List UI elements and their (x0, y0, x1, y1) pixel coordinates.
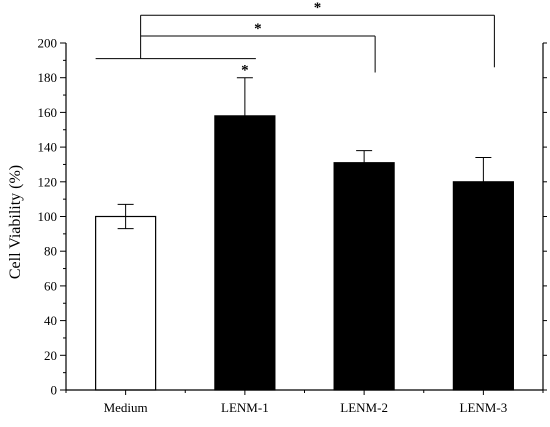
x-tick-label-lenm-3: LENM-3 (460, 400, 508, 415)
y-tick-label-200: 200 (38, 36, 58, 51)
y-tick-label-100: 100 (38, 209, 58, 224)
bars-layer (95, 115, 514, 391)
y-axis-title: Cell Viability (%) (7, 165, 24, 279)
x-tick-label-lenm-1: LENM-1 (221, 400, 269, 415)
x-tick-label-medium: Medium (104, 400, 148, 415)
bar-medium (95, 215, 157, 391)
x-tick-label-lenm-2: LENM-2 (340, 400, 388, 415)
y-tick-label-80: 80 (44, 244, 57, 259)
y-tick-label-120: 120 (38, 174, 58, 189)
bracket-star-lenm-2: * (254, 21, 262, 37)
bar-lenm-1 (214, 115, 276, 391)
axes-layer: 0 20 40 60 80 100 120 140 160 180 200 Medium LENM-1 L… (38, 36, 547, 415)
annotation-lenm-1: * (241, 63, 249, 79)
bar-lenm-3 (452, 181, 514, 391)
error-bars-layer (117, 77, 492, 230)
bracket-star-lenm-3: * (314, 0, 322, 16)
y-tick-label-180: 180 (38, 70, 58, 85)
significance-layer: * * * (95, 0, 495, 79)
y-tick-label-0: 0 (51, 383, 58, 398)
y-tick-label-60: 60 (44, 278, 57, 293)
bar-lenm-2 (333, 162, 395, 391)
y-tick-label-20: 20 (44, 348, 57, 363)
y-tick-label-140: 140 (38, 140, 58, 155)
y-tick-label-160: 160 (38, 105, 58, 120)
y-tick-label-40: 40 (44, 313, 57, 328)
